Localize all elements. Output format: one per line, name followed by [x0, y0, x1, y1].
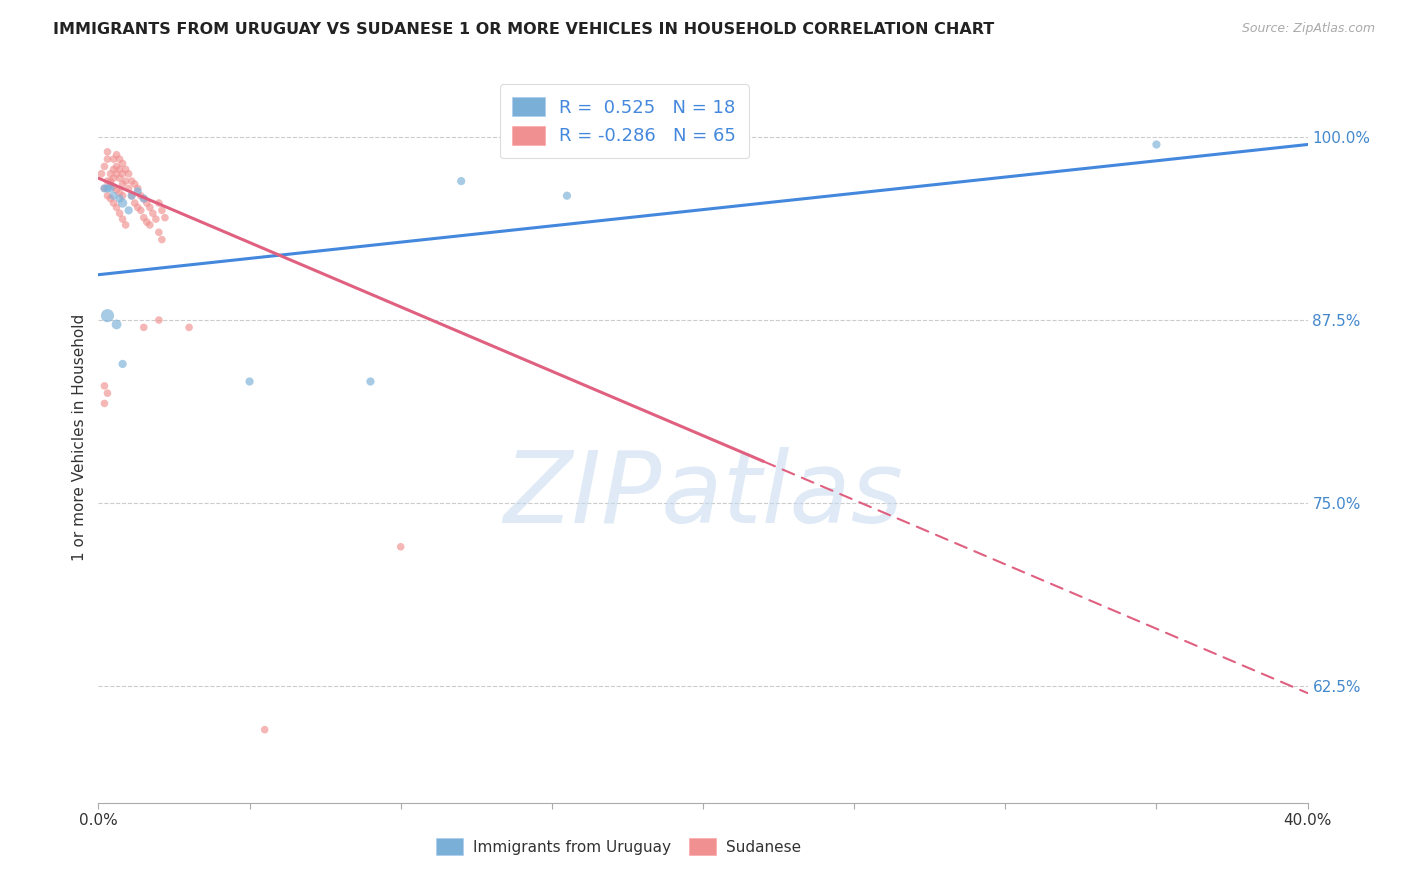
Point — [114, 162, 136, 177]
Point — [111, 212, 134, 227]
Point — [103, 180, 125, 194]
Y-axis label: 1 or more Vehicles in Household: 1 or more Vehicles in Household — [72, 313, 87, 561]
Point — [111, 177, 134, 191]
Point — [1144, 137, 1167, 152]
Point — [111, 196, 134, 211]
Point — [239, 375, 262, 389]
Point — [148, 225, 170, 239]
Point — [132, 192, 155, 206]
Point — [114, 174, 136, 188]
Point — [96, 309, 118, 323]
Point — [105, 147, 128, 161]
Text: ZIPatlas: ZIPatlas — [503, 447, 903, 544]
Point — [105, 318, 128, 332]
Point — [118, 203, 141, 218]
Point — [111, 156, 134, 170]
Point — [108, 162, 131, 177]
Point — [132, 211, 155, 225]
Point — [96, 386, 118, 401]
Point — [121, 188, 143, 202]
Point — [360, 375, 382, 389]
Point — [100, 181, 122, 195]
Point — [103, 171, 125, 186]
Point — [100, 174, 122, 188]
Point — [105, 183, 128, 197]
Point — [118, 181, 141, 195]
Point — [114, 218, 136, 232]
Point — [105, 160, 128, 174]
Point — [108, 171, 131, 186]
Point — [129, 188, 152, 202]
Point — [105, 201, 128, 215]
Point — [132, 192, 155, 206]
Point — [148, 313, 170, 327]
Point — [127, 181, 149, 195]
Point — [103, 188, 125, 202]
Point — [96, 181, 118, 195]
Text: Source: ZipAtlas.com: Source: ZipAtlas.com — [1241, 22, 1375, 36]
Point — [129, 203, 152, 218]
Point — [108, 152, 131, 166]
Point — [142, 206, 165, 220]
Point — [253, 723, 276, 737]
Point — [150, 233, 173, 247]
Legend: Immigrants from Uruguay, Sudanese: Immigrants from Uruguay, Sudanese — [430, 832, 807, 861]
Point — [389, 540, 412, 554]
Point — [111, 188, 134, 202]
Point — [153, 211, 176, 225]
Point — [93, 396, 115, 410]
Point — [108, 186, 131, 200]
Point — [96, 152, 118, 166]
Point — [450, 174, 472, 188]
Point — [127, 184, 149, 198]
Point — [555, 188, 578, 202]
Point — [179, 320, 201, 334]
Point — [124, 177, 146, 191]
Point — [111, 357, 134, 371]
Point — [96, 188, 118, 202]
Point — [90, 167, 112, 181]
Point — [93, 160, 115, 174]
Point — [96, 145, 118, 159]
Point — [105, 167, 128, 181]
Point — [148, 196, 170, 211]
Point — [93, 379, 115, 393]
Point — [96, 174, 118, 188]
Point — [150, 203, 173, 218]
Point — [100, 167, 122, 181]
Point — [145, 212, 167, 227]
Point — [100, 177, 122, 191]
Point — [111, 167, 134, 181]
Point — [93, 181, 115, 195]
Point — [118, 167, 141, 181]
Point — [127, 201, 149, 215]
Point — [121, 188, 143, 202]
Point — [124, 196, 146, 211]
Point — [100, 192, 122, 206]
Point — [93, 181, 115, 195]
Point — [132, 320, 155, 334]
Point — [108, 206, 131, 220]
Point — [135, 215, 157, 229]
Point — [139, 201, 162, 215]
Point — [139, 218, 162, 232]
Point — [108, 192, 131, 206]
Point — [121, 174, 143, 188]
Point — [103, 196, 125, 211]
Point — [103, 152, 125, 166]
Text: IMMIGRANTS FROM URUGUAY VS SUDANESE 1 OR MORE VEHICLES IN HOUSEHOLD CORRELATION : IMMIGRANTS FROM URUGUAY VS SUDANESE 1 OR… — [53, 22, 994, 37]
Point — [135, 196, 157, 211]
Point — [103, 162, 125, 177]
